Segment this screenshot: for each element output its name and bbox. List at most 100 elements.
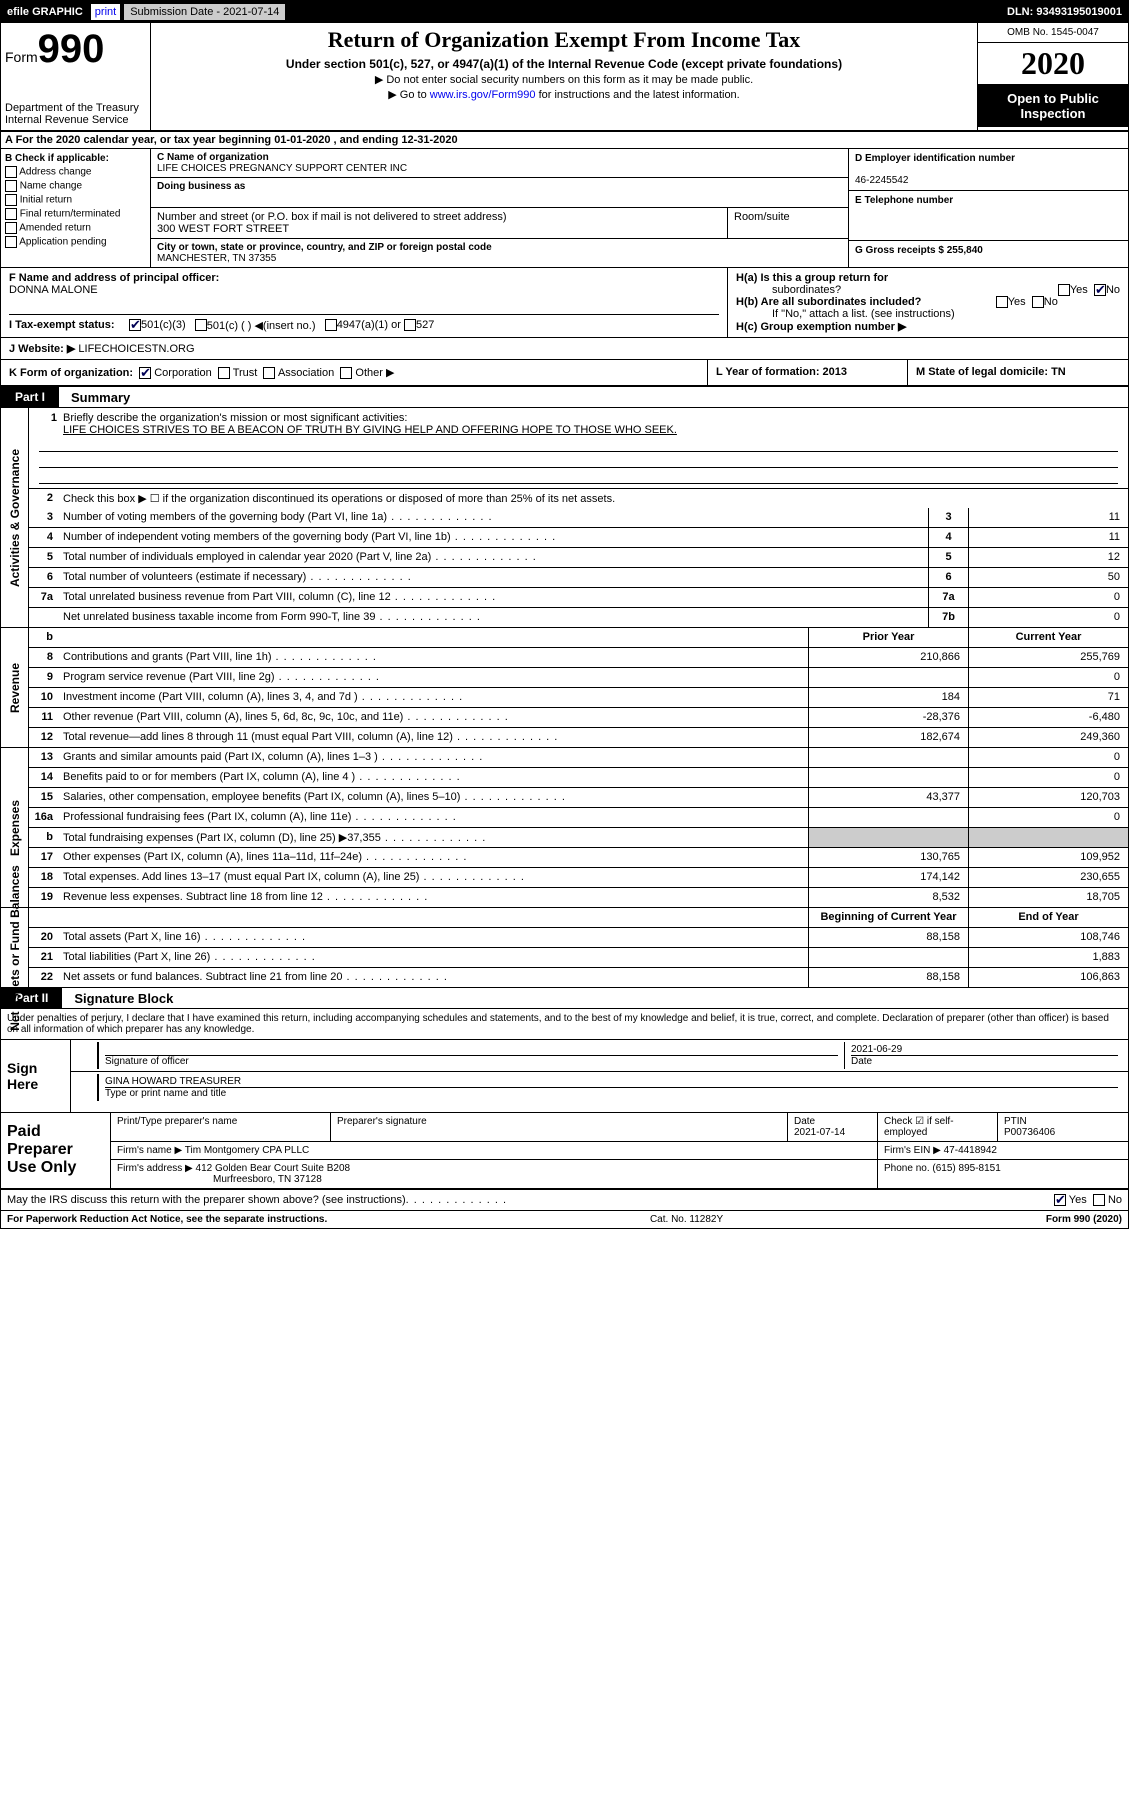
yes-label2: Yes [1008,296,1026,308]
colb-checkbox[interactable] [5,180,17,192]
firm-name-val: Tim Montgomery CPA PLLC [185,1145,309,1156]
blank-line-2 [39,452,1118,468]
row-num: 19 [29,888,59,907]
irs-label: Internal Revenue Service [5,114,146,126]
line1-label: Briefly describe the organization's miss… [63,412,407,424]
sig-date-label: Date [851,1055,1118,1067]
colb-checkbox[interactable] [5,236,17,248]
4947-checkbox[interactable] [325,319,337,331]
g-label: G Gross receipts $ 255,840 [855,245,983,256]
row-py: 43,377 [808,788,968,807]
rev-hdr-desc [59,628,808,647]
net-section: Net Assets or Fund Balances Beginning of… [1,908,1128,988]
ha-yes-chk[interactable] [1058,284,1070,296]
gov-body: 1Briefly describe the organization's mis… [29,408,1128,628]
dept-label: Department of the Treasury [5,102,146,114]
colb-checkbox[interactable] [5,222,17,234]
form-note-1: ▶ Do not enter social security numbers o… [159,73,969,86]
row-num [29,608,59,627]
row-desc: Total expenses. Add lines 13–17 (must eq… [59,868,808,887]
prep-date-label: Date [794,1116,815,1127]
f-label: F Name and address of principal officer: [9,272,219,284]
data-row: 21 Total liabilities (Part X, line 26) 1… [29,948,1128,968]
row-py [808,808,968,827]
gov-vtext: Activities & Governance [8,449,22,587]
data-row: 8 Contributions and grants (Part VIII, l… [29,648,1128,668]
gov-row: 4 Number of independent voting members o… [29,528,1128,548]
no-label2: No [1044,296,1058,308]
trust-chk[interactable] [218,367,230,379]
form990-link[interactable]: www.irs.gov/Form990 [430,89,536,101]
data-row: 17 Other expenses (Part IX, column (A), … [29,848,1128,868]
firm-ein-label: Firm's EIN ▶ [884,1145,941,1156]
entity-block: B Check if applicable: Address change Na… [1,149,1128,268]
part-1-box: Part I [1,387,59,407]
tax-year: 2020 [978,43,1128,85]
row-num: 13 [29,748,59,767]
omb-number: OMB No. 1545-0047 [978,23,1128,43]
row-num: 20 [29,928,59,947]
rev-body: b Prior Year Current Year 8 Contribution… [29,628,1128,748]
opt-501c: 501(c) ( ) ◀(insert no.) [207,319,316,332]
colb-checkbox[interactable] [5,208,17,220]
print-link[interactable]: print [90,3,121,21]
net-vtext: Net Assets or Fund Balances [8,865,22,1031]
data-row: 12 Total revenue—add lines 8 through 11 … [29,728,1128,748]
row-desc: Program service revenue (Part VIII, line… [59,668,808,687]
net-vlabel: Net Assets or Fund Balances [1,908,29,988]
assoc-chk[interactable] [263,367,275,379]
website-value: LIFECHOICESTN.ORG [78,343,194,355]
f-h-row: F Name and address of principal officer:… [1,268,1128,338]
rev-vlabel: Revenue [1,628,29,748]
discuss-row: May the IRS discuss this return with the… [1,1190,1128,1210]
exp-body: 13 Grants and similar amounts paid (Part… [29,748,1128,908]
row-num: 18 [29,868,59,887]
row-cy: 0 [968,748,1128,767]
open-inspection: Open to Public Inspection [978,85,1128,127]
sign-right: Signature of officer 2021-06-29Date GINA… [71,1040,1128,1112]
firm-ein-cell: Firm's EIN ▶ 47-4418942 [878,1142,1128,1159]
ha-no-chk[interactable] [1094,284,1106,296]
501c3-checkbox[interactable] [129,319,141,331]
k-trust: Trust [233,367,258,379]
row-cy: 249,360 [968,728,1128,747]
i-row: I Tax-exempt status: 501(c)(3) 501(c) ( … [9,314,719,332]
firm-addr2: Murfreesboro, TN 37128 [117,1174,322,1185]
data-row: 11 Other revenue (Part VIII, column (A),… [29,708,1128,728]
line2-row: 2 Check this box ▶ ☐ if the organization… [29,488,1128,508]
other-chk[interactable] [340,367,352,379]
sig-date-val: 2021-06-29 [851,1044,902,1055]
row-num: 6 [29,568,59,587]
tax-year-row: A For the 2020 calendar year, or tax yea… [1,132,1128,149]
row-cy: 0 [968,668,1128,687]
colb-checkbox[interactable] [5,166,17,178]
row-desc: Net assets or fund balances. Subtract li… [59,968,808,987]
discuss-no-chk[interactable] [1093,1194,1105,1206]
colb-checkbox[interactable] [5,194,17,206]
row-ans-val: 0 [968,608,1128,627]
hb-no-chk[interactable] [1032,296,1044,308]
gov-row: 6 Total number of volunteers (estimate i… [29,568,1128,588]
row-num: 17 [29,848,59,867]
sig-officer-label: Signature of officer [105,1055,838,1067]
prep-name-label: Print/Type preparer's name [111,1113,331,1141]
address-row: Number and street (or P.O. box if mail i… [151,208,848,239]
ptin-cell: PTINP00736406 [998,1113,1128,1141]
eoy-header: End of Year [968,908,1128,927]
hb-yes-chk[interactable] [996,296,1008,308]
col-b-label: B Check if applicable: [5,153,146,164]
row-ans-num: 4 [928,528,968,547]
501c-checkbox[interactable] [195,319,207,331]
prep-row-2: Firm's name ▶ Tim Montgomery CPA PLLC Fi… [111,1142,1128,1160]
discuss-text: May the IRS discuss this return with the… [7,1194,406,1206]
527-checkbox[interactable] [404,319,416,331]
exp-section: Expenses 13 Grants and similar amounts p… [1,748,1128,908]
sign-here-grid: Sign Here Signature of officer 2021-06-2… [1,1040,1128,1113]
officer-sig-line: Signature of officer 2021-06-29Date [71,1040,1128,1072]
row-ans-num: 5 [928,548,968,567]
k-cell: K Form of organization: Corporation Trus… [1,360,708,385]
ha-sub-row: subordinates? Yes No [736,284,1120,296]
discuss-yes-chk[interactable] [1054,1194,1066,1206]
corp-chk[interactable] [139,367,151,379]
note2-pre: ▶ Go to [388,89,429,101]
